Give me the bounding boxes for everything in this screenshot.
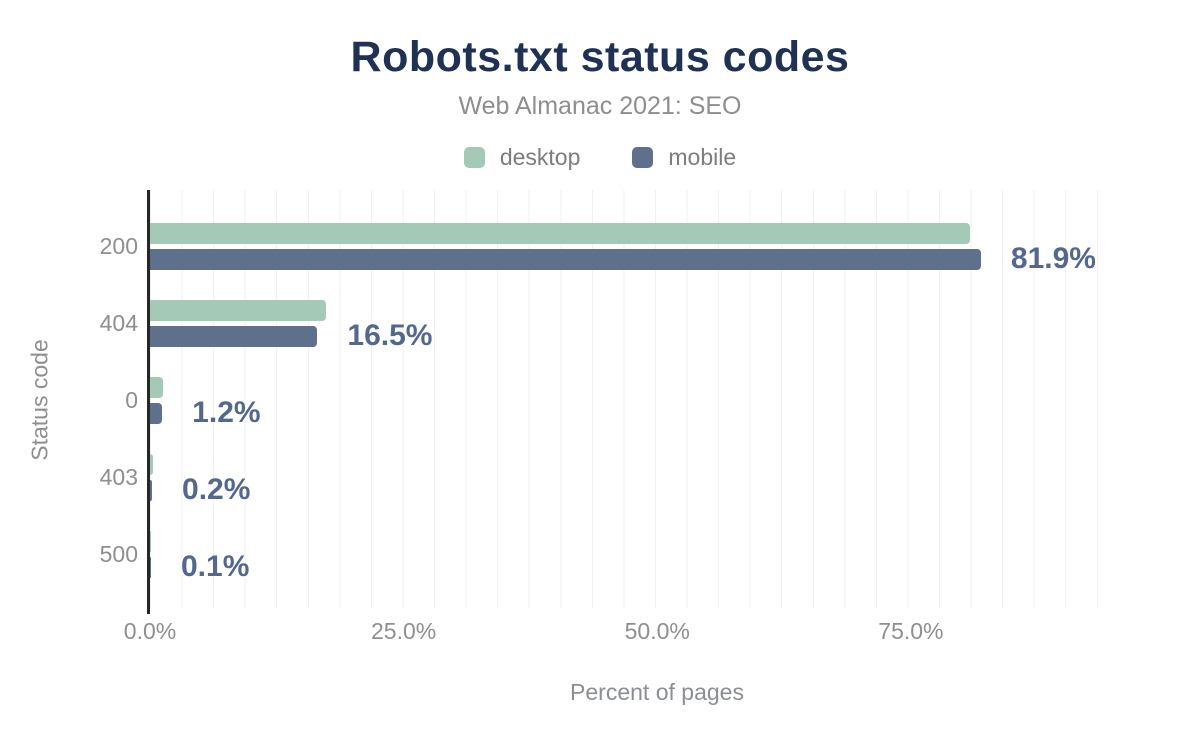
x-tick-0.0%: 0.0% bbox=[123, 618, 177, 644]
bar-mobile-404[interactable] bbox=[150, 325, 318, 347]
x-tick-75.0%: 75.0% bbox=[878, 618, 944, 644]
legend-swatch-mobile bbox=[632, 147, 654, 168]
chart-title: Robots.txt status codes bbox=[350, 33, 850, 81]
legend-label-desktop: desktop bbox=[499, 144, 581, 170]
bar-desktop-500[interactable] bbox=[150, 530, 151, 552]
bar-mobile-200[interactable] bbox=[150, 248, 981, 270]
x-axis-title: Percent of pages bbox=[570, 679, 744, 705]
y-axis-line bbox=[147, 190, 150, 614]
category-label-500: 500 bbox=[99, 541, 138, 567]
legend-swatch-desktop bbox=[463, 147, 485, 168]
value-label-403: 0.2% bbox=[182, 473, 251, 506]
value-label-200: 81.9% bbox=[1010, 242, 1096, 275]
legend-item-mobile[interactable]: mobile bbox=[632, 144, 736, 171]
legend-item-desktop[interactable]: desktop bbox=[463, 144, 581, 171]
bar-desktop-0[interactable] bbox=[150, 376, 164, 398]
bar-mobile-403[interactable] bbox=[150, 479, 153, 501]
x-tick-25.0%: 25.0% bbox=[371, 618, 437, 644]
bar-mobile-0[interactable] bbox=[150, 402, 163, 424]
bar-mobile-500[interactable] bbox=[150, 556, 151, 578]
category-label-404: 404 bbox=[99, 310, 138, 336]
y-axis-title: Status code bbox=[26, 339, 53, 461]
legend: desktop mobile bbox=[0, 144, 1200, 171]
chart-subtitle: Web Almanac 2021: SEO bbox=[458, 92, 742, 120]
category-label-0: 0 bbox=[125, 387, 138, 413]
category-label-403: 403 bbox=[99, 464, 138, 490]
value-label-500: 0.1% bbox=[181, 550, 250, 583]
value-label-0: 1.2% bbox=[192, 396, 261, 429]
value-label-404: 16.5% bbox=[347, 319, 433, 352]
bar-desktop-200[interactable] bbox=[150, 222, 970, 244]
legend-label-mobile: mobile bbox=[668, 144, 737, 170]
bar-desktop-403[interactable] bbox=[150, 453, 154, 475]
x-tick-50.0%: 50.0% bbox=[624, 618, 690, 644]
bar-desktop-404[interactable] bbox=[150, 299, 326, 321]
category-label-200: 200 bbox=[99, 233, 138, 259]
